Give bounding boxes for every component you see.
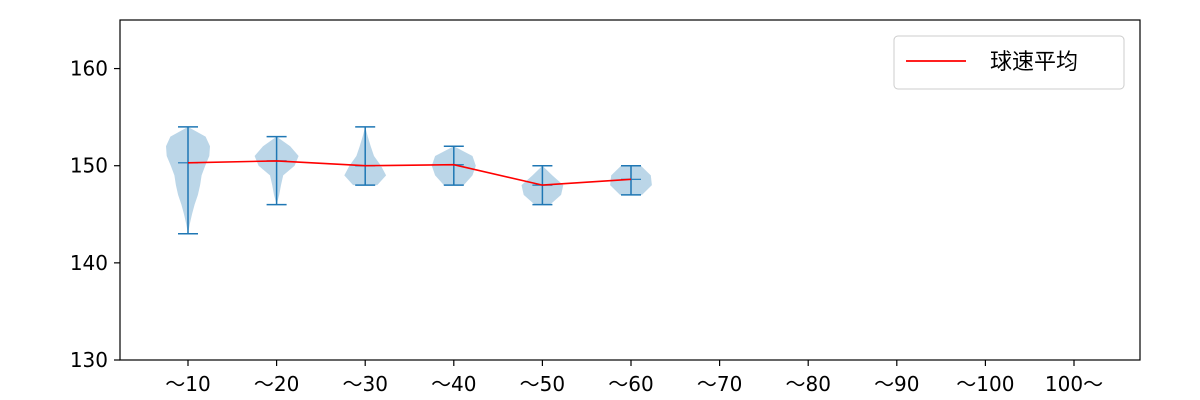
- x-tick-label: ～90: [874, 372, 919, 396]
- x-tick-label: 100～: [1045, 372, 1103, 396]
- x-tick-label: ～10: [165, 372, 210, 396]
- x-tick-label: ～50: [520, 372, 565, 396]
- plot-area-frame: [119, 19, 1141, 361]
- y-tick-label: 140: [70, 251, 108, 275]
- mean-line: [187, 160, 632, 186]
- y-axis-ticks: 130 140 150 160: [70, 57, 120, 372]
- legend: 球速平均: [893, 35, 1125, 90]
- mean-speed-line: [187, 160, 632, 186]
- y-tick-label: 150: [70, 154, 108, 178]
- legend-box: [893, 35, 1125, 90]
- violins: [166, 126, 652, 234]
- x-tick-label: ～30: [342, 372, 387, 396]
- x-tick-label: ～40: [431, 372, 476, 396]
- y-tick-label: 160: [70, 57, 108, 81]
- x-axis-ticks: ～10 ～20 ～30 ～40 ～50 ～60 ～70 ～80 ～90 ～100 100～: [165, 360, 1103, 396]
- x-tick-label: ～100: [956, 372, 1014, 396]
- x-tick-label: ～80: [785, 372, 830, 396]
- x-tick-label: ～60: [608, 372, 653, 396]
- x-tick-label: ～20: [254, 372, 299, 396]
- x-tick-label: ～70: [697, 372, 742, 396]
- legend-label: 球速平均: [990, 50, 1078, 75]
- y-tick-label: 130: [70, 348, 108, 372]
- whiskers: [178, 126, 641, 235]
